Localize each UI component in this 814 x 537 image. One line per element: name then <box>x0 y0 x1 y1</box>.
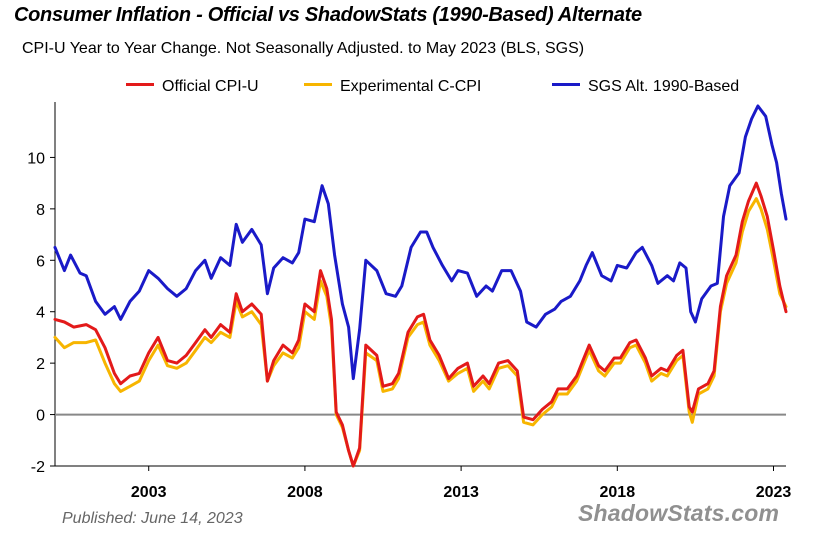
y-tick-label: 6 <box>36 253 45 270</box>
y-tick-label: -2 <box>31 459 45 476</box>
legend-label-sgs-alternate: SGS Alt. 1990-Based <box>588 78 740 95</box>
series-line-sgs-alternate <box>53 104 788 381</box>
series-line-experimental-ccpi <box>53 197 788 468</box>
y-tick-label: 10 <box>27 150 45 167</box>
legend-swatch-experimental-ccpi <box>304 83 332 87</box>
legend-swatch-official-cpi <box>126 83 154 87</box>
legend-item-experimental-ccpi: Experimental C-CPI <box>304 78 481 96</box>
y-tick-label: 8 <box>36 202 45 219</box>
legend-label-experimental-ccpi: Experimental C-CPI <box>340 78 482 95</box>
chart-title: Consumer Inflation - Official vs ShadowS… <box>14 4 642 26</box>
y-tick-label: 2 <box>36 356 45 373</box>
chart-subtitle: CPI-U Year to Year Change. Not Seasonall… <box>22 40 585 57</box>
series-line-official-cpi <box>53 181 788 468</box>
published-date: Published: June 14, 2023 <box>62 510 243 527</box>
legend-item-official-cpi: Official CPI-U <box>126 78 259 96</box>
legend-swatch-sgs-alternate <box>552 83 580 87</box>
legend-item-sgs-alternate: SGS Alt. 1990-Based <box>552 78 739 96</box>
x-tick-label: 2003 <box>131 484 167 501</box>
x-tick-label: 2008 <box>287 484 323 501</box>
legend: Official CPI-U Experimental C-CPI SGS Al… <box>0 78 814 100</box>
x-tick-label: 2013 <box>443 484 479 501</box>
source-watermark: ShadowStats.com <box>578 500 780 526</box>
x-tick-label: 2023 <box>756 484 792 501</box>
x-tick-label: 2018 <box>600 484 636 501</box>
y-tick-label: 4 <box>36 305 45 322</box>
legend-label-official-cpi: Official CPI-U <box>162 78 259 95</box>
y-tick-label: 0 <box>36 408 45 425</box>
